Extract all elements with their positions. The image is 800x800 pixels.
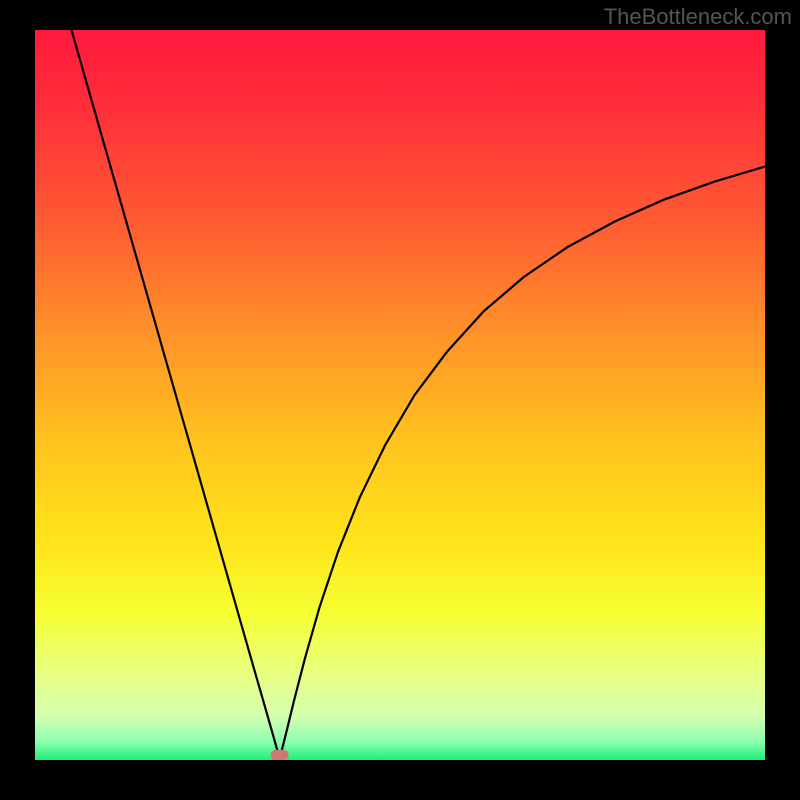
plot-background-gradient xyxy=(35,30,765,760)
optimum-marker xyxy=(270,750,288,760)
chart-container: TheBottleneck.com xyxy=(0,0,800,800)
bottleneck-curve-chart xyxy=(0,0,800,800)
watermark-text: TheBottleneck.com xyxy=(604,4,792,30)
